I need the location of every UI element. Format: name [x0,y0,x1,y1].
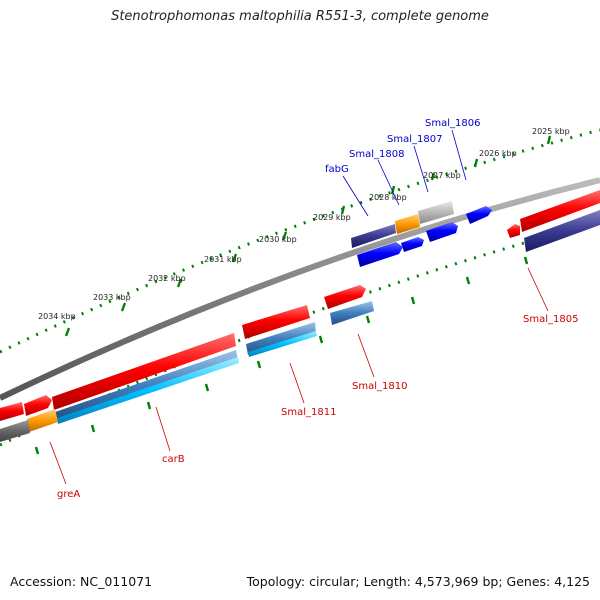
gene-smal-1810[interactable] [330,301,374,325]
label-smal-1808: Smal_1808 [349,149,404,160]
tick-label-2025: 2025 kbp [532,127,570,136]
accession-text: Accession: NC_011071 [10,574,153,589]
gene-smal-1811-cyan[interactable] [248,331,317,357]
tick-label-2030: 2030 kbp [259,235,297,244]
tick-label-2028: 2028 kbp [369,193,407,202]
gene-grea-forward[interactable] [24,395,52,416]
genome-backbone [0,177,600,401]
tick-label-2029: 2029 kbp [313,213,351,222]
gene-carb-forward[interactable] [52,333,236,410]
gene-smal-1811[interactable] [246,322,316,355]
tick-label-2034: 2034 kbp [38,312,76,321]
label-smal-1807: Smal_1807 [387,134,442,145]
label-carb: carB [162,454,185,465]
gene-smal-1805-rev[interactable] [524,210,600,252]
gene-smal-1806[interactable] [466,206,492,224]
gene-red-1810-top[interactable] [324,285,366,309]
gene-left-dark[interactable] [0,420,30,442]
gene-smal-1807[interactable] [418,201,454,224]
gene-grea[interactable] [27,409,58,432]
topology-text: Topology: circular; Length: 4,573,969 bp… [246,574,590,589]
major-ticks-outer [64,135,552,337]
gene-small-red[interactable] [507,224,520,238]
gene-carb[interactable] [55,350,238,421]
gene-smal-1808[interactable] [395,214,420,234]
label-smal-1810: Smal_1810 [352,381,407,392]
label-leader-lines [49,129,549,485]
tick-label-2031: 2031 kbp [204,255,242,264]
gene-fabg[interactable] [351,224,396,248]
major-ticks-inner [34,256,529,455]
label-smal-1811: Smal_1811 [281,407,336,418]
tick-label-2032: 2032 kbp [148,274,186,283]
label-grea: greA [57,489,80,500]
tick-label-2033: 2033 kbp [93,293,131,302]
gene-red-1811-top[interactable] [242,305,310,339]
tick-label-2026: 2026 kbp [479,149,517,158]
gene-left-red[interactable] [0,402,24,421]
gene-reverse-block[interactable] [357,242,403,267]
label-smal-1805: Smal_1805 [523,314,578,325]
gene-smal-1805-fwd[interactable] [520,190,600,232]
gene-next-1808-reverse[interactable] [401,237,424,252]
label-smal-1806: Smal_1806 [425,118,480,129]
gene-carb-cyan[interactable] [57,357,239,424]
map-title: Stenotrophomonas maltophilia R551-3, com… [111,9,489,24]
gene-fabg-reverse[interactable] [426,222,458,242]
forward-strand-track [0,190,600,442]
tick-label-2027: 2027 kbp [423,171,461,180]
label-fabg: fabG [325,164,349,175]
